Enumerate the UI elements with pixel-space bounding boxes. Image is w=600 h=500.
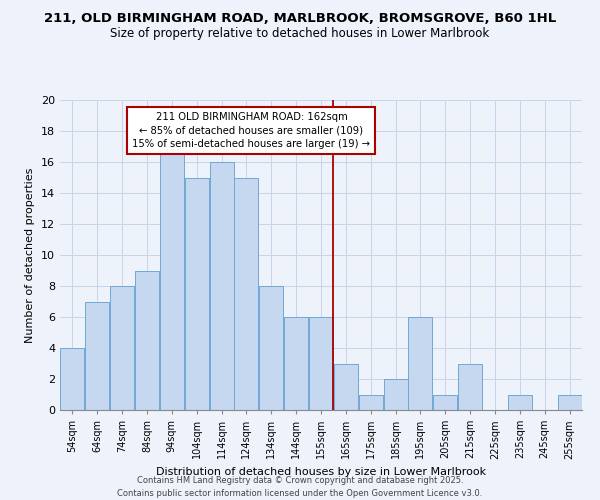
Text: Size of property relative to detached houses in Lower Marlbrook: Size of property relative to detached ho… — [110, 28, 490, 40]
Bar — [135, 270, 159, 410]
Bar — [334, 364, 358, 410]
Bar — [557, 394, 581, 410]
Bar — [259, 286, 283, 410]
Bar — [235, 178, 259, 410]
Bar — [433, 394, 457, 410]
Bar — [61, 348, 85, 410]
Bar — [160, 146, 184, 410]
Bar — [458, 364, 482, 410]
Text: 211 OLD BIRMINGHAM ROAD: 162sqm
← 85% of detached houses are smaller (109)
15% o: 211 OLD BIRMINGHAM ROAD: 162sqm ← 85% of… — [133, 112, 370, 149]
Text: 211, OLD BIRMINGHAM ROAD, MARLBROOK, BROMSGROVE, B60 1HL: 211, OLD BIRMINGHAM ROAD, MARLBROOK, BRO… — [44, 12, 556, 26]
Bar — [185, 178, 209, 410]
Bar — [383, 379, 407, 410]
Bar — [110, 286, 134, 410]
Y-axis label: Number of detached properties: Number of detached properties — [25, 168, 35, 342]
Bar — [309, 317, 333, 410]
X-axis label: Distribution of detached houses by size in Lower Marlbrook: Distribution of detached houses by size … — [156, 467, 486, 477]
Bar — [284, 317, 308, 410]
Bar — [85, 302, 109, 410]
Bar — [508, 394, 532, 410]
Bar — [409, 317, 433, 410]
Bar — [359, 394, 383, 410]
Text: Contains HM Land Registry data © Crown copyright and database right 2025.
Contai: Contains HM Land Registry data © Crown c… — [118, 476, 482, 498]
Bar — [209, 162, 233, 410]
